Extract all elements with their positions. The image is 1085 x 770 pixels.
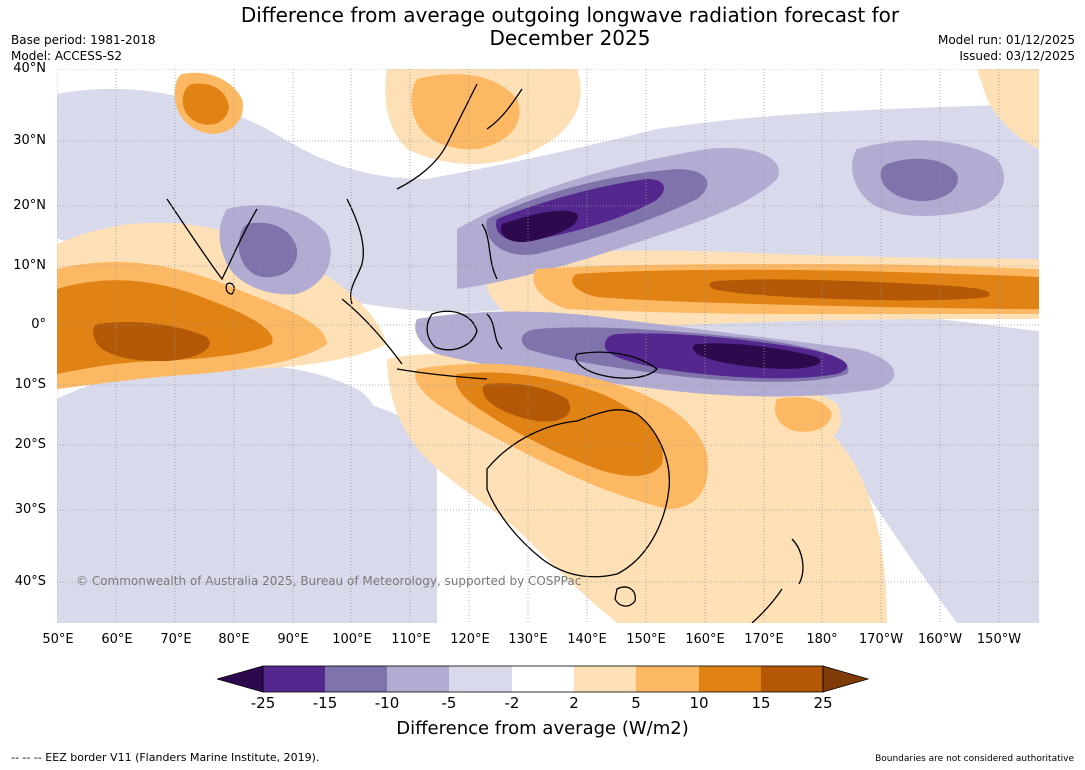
lon-label: 160°E: [685, 632, 725, 647]
tasmania-coast: [614, 586, 636, 607]
colorbar-tick: -10: [374, 694, 400, 712]
colorbar: [217, 665, 869, 693]
field-patch: [200, 365, 376, 443]
boundaries-note: Boundaries are not considered authoritat…: [875, 754, 1074, 764]
colorbar-tick: 10: [689, 694, 709, 712]
field-patch: [880, 158, 958, 202]
field-patch: [692, 343, 821, 369]
new-zealand-coast: [751, 538, 804, 623]
base-period: Base period: 1981-2018: [11, 33, 156, 47]
lon-label: 130°E: [508, 632, 548, 647]
field-patch: [93, 322, 210, 362]
colorbar-swatch: [761, 666, 823, 692]
field-patch: [482, 383, 571, 422]
coastlines: [166, 83, 804, 623]
map-svg: [57, 69, 1039, 623]
field-darkest-purple: [501, 210, 821, 369]
sulawesi-coast: [486, 313, 503, 350]
lon-label: 120°E: [450, 632, 490, 647]
borneo-coast: [426, 310, 478, 351]
colorbar-tick: -5: [441, 694, 457, 712]
india-coast: [166, 198, 258, 281]
sumatra-coast: [341, 298, 403, 365]
china-coast: [396, 83, 478, 190]
lon-label: 60°E: [101, 632, 133, 647]
sri-lanka-coast: [225, 282, 235, 295]
java-coast: [396, 368, 488, 380]
lon-label: 140°E: [567, 632, 607, 647]
colorbar-tick: -25: [250, 694, 276, 712]
australia-coast: [486, 409, 671, 578]
lat-label: 0°: [31, 317, 46, 332]
graticule: [57, 69, 1039, 623]
colorbar-tick: 15: [751, 694, 771, 712]
lon-label: 90°E: [277, 632, 309, 647]
colorbar-tick: -2: [504, 694, 520, 712]
field-patch: [775, 397, 832, 432]
lon-label: 160°W: [917, 632, 963, 647]
japan-coast: [486, 88, 523, 130]
lat-label: 20°S: [14, 437, 46, 452]
colorbar-extend-high: [822, 665, 869, 693]
lat-label: 40°S: [14, 574, 46, 589]
colorbar-swatch: [263, 666, 325, 692]
philippines-coast: [481, 223, 498, 280]
colorbar-title: Difference from average (W/m2): [396, 718, 689, 739]
lon-label: 180°: [806, 632, 838, 647]
lat-label: 10°N: [13, 258, 46, 273]
field-patch: [411, 74, 520, 150]
colorbar-swatch: [636, 666, 699, 692]
lon-label: 170°W: [858, 632, 904, 647]
lat-label: 40°N: [13, 61, 46, 76]
field-brown: [93, 279, 990, 422]
field-patch: [977, 69, 1039, 149]
field-patch: [238, 222, 298, 278]
lon-label: 150°E: [626, 632, 666, 647]
lon-label: 50°E: [42, 632, 74, 647]
lat-label: 30°S: [14, 502, 46, 517]
field-patch: [709, 279, 990, 301]
colorbar-tick: 25: [813, 694, 833, 712]
model-run: Model run: 01/12/2025: [937, 33, 1075, 47]
colorbar-extend-low: [217, 665, 264, 693]
model-name: Model: ACCESS-S2: [11, 49, 123, 63]
colorbar-tick: -15: [312, 694, 338, 712]
lon-label: 80°E: [218, 632, 250, 647]
field-patch: [501, 210, 578, 243]
lat-label: 30°N: [13, 133, 46, 148]
colorbar-swatch: [387, 666, 449, 692]
lon-label: 100°E: [332, 632, 372, 647]
meta-left: Base period: 1981-2018 Model: ACCESS-S2: [11, 32, 156, 64]
lon-label: 170°E: [744, 632, 784, 647]
lat-label: 10°S: [14, 377, 46, 392]
colorbar-swatch: [574, 666, 636, 692]
colorbar-swatch: [512, 666, 574, 692]
field-patch: [182, 83, 229, 125]
title-line-1: Difference from average outgoing longwav…: [240, 3, 900, 27]
lon-label: 150°W: [976, 632, 1022, 647]
eez-note: -- -- -- EEZ border V11 (Flanders Marine…: [11, 751, 320, 764]
new-guinea-coast: [575, 351, 658, 379]
copyright-notice: © Commonwealth of Australia 2025, Bureau…: [76, 574, 582, 588]
lon-label: 110°E: [391, 632, 431, 647]
issued-date: Issued: 03/12/2025: [959, 49, 1075, 63]
field-patch: [657, 312, 1039, 623]
anomaly-map[interactable]: [57, 69, 1039, 623]
colorbar-swatch: [699, 666, 761, 692]
lon-label: 70°E: [160, 632, 192, 647]
title-line-2: December 2025: [489, 26, 651, 50]
chart-title: Difference from average outgoing longwav…: [170, 4, 970, 50]
meta-right: Model run: 01/12/2025 Issued: 03/12/2025: [938, 32, 1075, 64]
colorbar-swatch: [449, 666, 512, 692]
colorbar-frame: [262, 665, 824, 693]
colorbar-tick: 5: [631, 694, 641, 712]
colorbar-tick: 2: [569, 694, 579, 712]
lat-label: 20°N: [13, 198, 46, 213]
colorbar-swatch: [325, 666, 387, 692]
